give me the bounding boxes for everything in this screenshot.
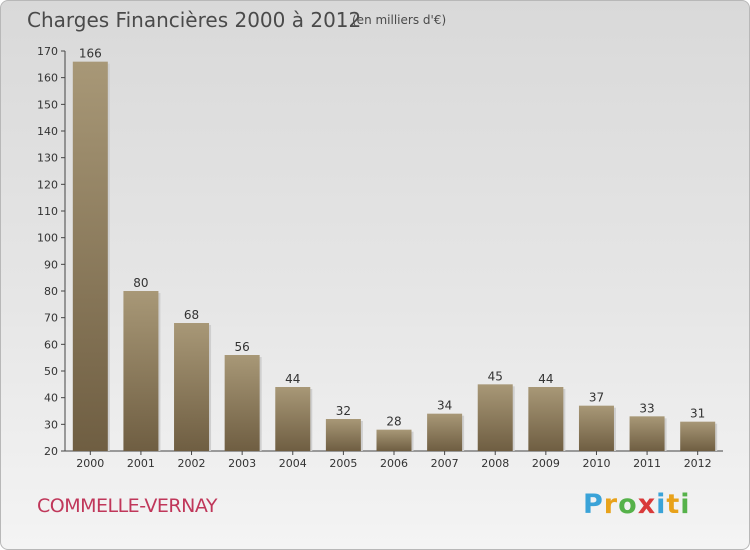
y-tick-label: 170 [37, 45, 58, 58]
y-tick-label: 160 [37, 72, 58, 85]
value-label: 68 [184, 308, 199, 322]
x-tick-label: 2000 [76, 457, 104, 470]
bar-2003 [224, 355, 260, 451]
value-label: 44 [538, 372, 553, 386]
x-tick-label: 2003 [228, 457, 256, 470]
value-label: 28 [386, 415, 401, 429]
value-label: 44 [285, 372, 300, 386]
x-tick-label: 2009 [532, 457, 560, 470]
logo-letter: o [618, 489, 638, 520]
y-tick-label: 50 [44, 365, 58, 378]
chart-subtitle: (en milliers d'€) [352, 13, 447, 27]
x-tick-label: 2006 [380, 457, 408, 470]
y-tick-label: 40 [44, 392, 58, 405]
logo-letter: i [680, 489, 691, 520]
bar-2009 [528, 387, 564, 451]
bar-2011 [629, 416, 665, 451]
y-tick-label: 140 [37, 125, 58, 138]
x-tick-label: 2002 [178, 457, 206, 470]
logo-letter: r [603, 489, 619, 520]
value-label: 32 [336, 404, 351, 418]
bar-2005 [325, 419, 361, 451]
y-tick-label: 30 [44, 418, 58, 431]
x-tick-label: 2005 [329, 457, 357, 470]
x-tick-label: 2001 [127, 457, 155, 470]
y-tick-label: 80 [44, 285, 58, 298]
y-tick-label: 150 [37, 98, 58, 111]
logo-letter: i [656, 489, 667, 520]
value-label: 166 [79, 47, 102, 61]
bar-2001 [123, 291, 159, 451]
value-label: 37 [589, 391, 604, 405]
y-tick-label: 70 [44, 312, 58, 325]
y-tick-label: 100 [37, 232, 58, 245]
x-tick-label: 2012 [684, 457, 712, 470]
y-tick-label: 120 [37, 178, 58, 191]
logo-letter: x [637, 489, 657, 520]
value-label: 80 [133, 276, 148, 290]
value-label: 33 [639, 401, 654, 415]
bar-2006 [376, 429, 412, 451]
bar-2002 [174, 323, 210, 451]
x-tick-label: 2010 [582, 457, 610, 470]
bar-2010 [578, 405, 614, 451]
bar-2000 [72, 61, 108, 452]
x-tick-label: 2004 [279, 457, 307, 470]
value-label: 31 [690, 407, 705, 421]
bar-2004 [275, 387, 311, 451]
chart-title: Charges Financières 2000 à 2012 [27, 8, 362, 32]
y-tick-label: 110 [37, 205, 58, 218]
y-tick-label: 130 [37, 152, 58, 165]
value-label: 56 [235, 340, 250, 354]
logo-letter: P [583, 489, 604, 520]
value-label: 34 [437, 399, 452, 413]
y-tick-label: 20 [44, 445, 58, 458]
value-label: 45 [488, 369, 503, 383]
x-tick-label: 2008 [481, 457, 509, 470]
bar-2008 [477, 384, 513, 451]
proxiti-logo: Proxiti [583, 489, 691, 520]
y-tick-label: 60 [44, 338, 58, 351]
x-tick-label: 2011 [633, 457, 661, 470]
bar-2007 [427, 413, 463, 451]
logo-letter: t [666, 489, 681, 520]
bar-2012 [680, 421, 716, 451]
y-tick-label: 90 [44, 258, 58, 271]
commune-name: COMMELLE-VERNAY [37, 495, 217, 517]
x-tick-label: 2007 [431, 457, 459, 470]
